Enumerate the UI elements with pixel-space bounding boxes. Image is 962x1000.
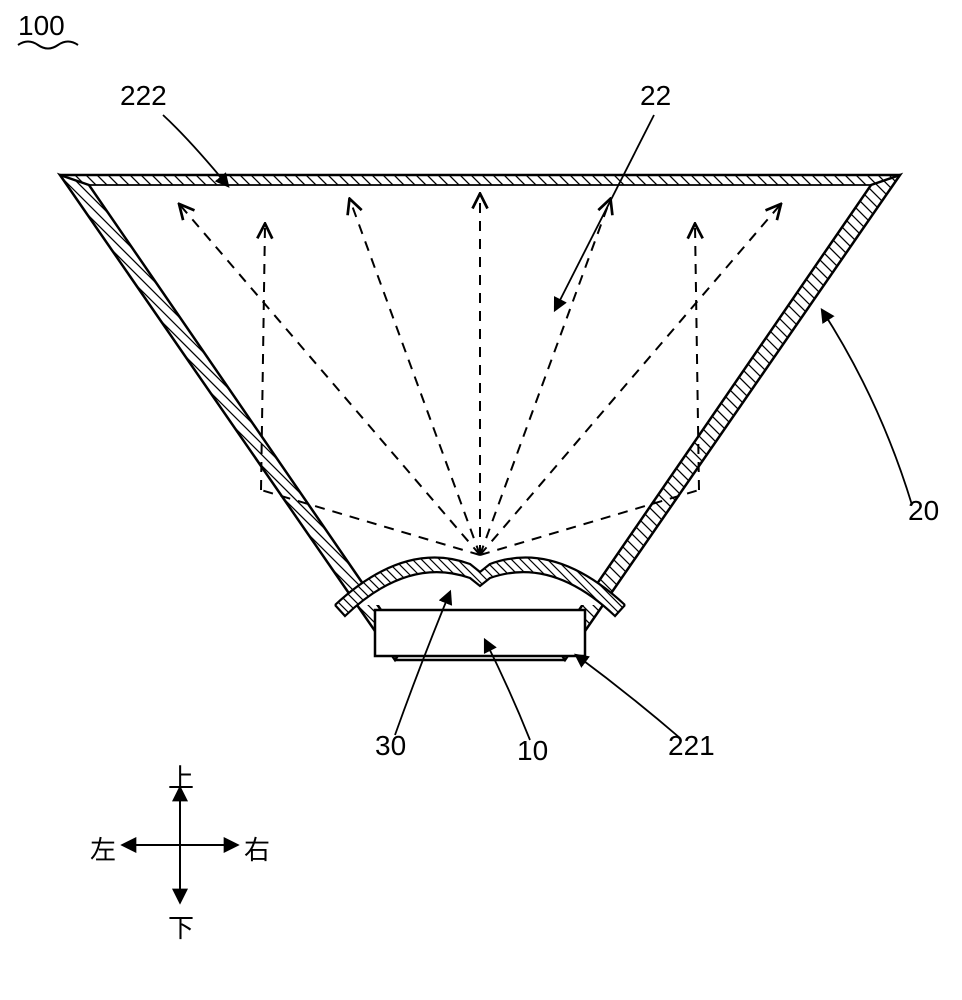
compass-down: 下 [168, 908, 194, 945]
label-10: 10 [517, 735, 548, 767]
label-20: 20 [908, 495, 939, 527]
label-222: 222 [120, 80, 167, 112]
compass-right: 右 [244, 830, 270, 867]
compass-up: 上 [168, 758, 194, 795]
label-30: 30 [375, 730, 406, 762]
figure-number-label: 100 [18, 10, 65, 42]
patent-figure [0, 0, 962, 1000]
label-221: 221 [668, 730, 715, 762]
figure-number [18, 42, 78, 49]
direction-compass [123, 788, 237, 902]
label-22: 22 [640, 80, 671, 112]
compass-left: 左 [90, 830, 116, 867]
led-block [375, 610, 585, 656]
light-rays [180, 195, 780, 555]
